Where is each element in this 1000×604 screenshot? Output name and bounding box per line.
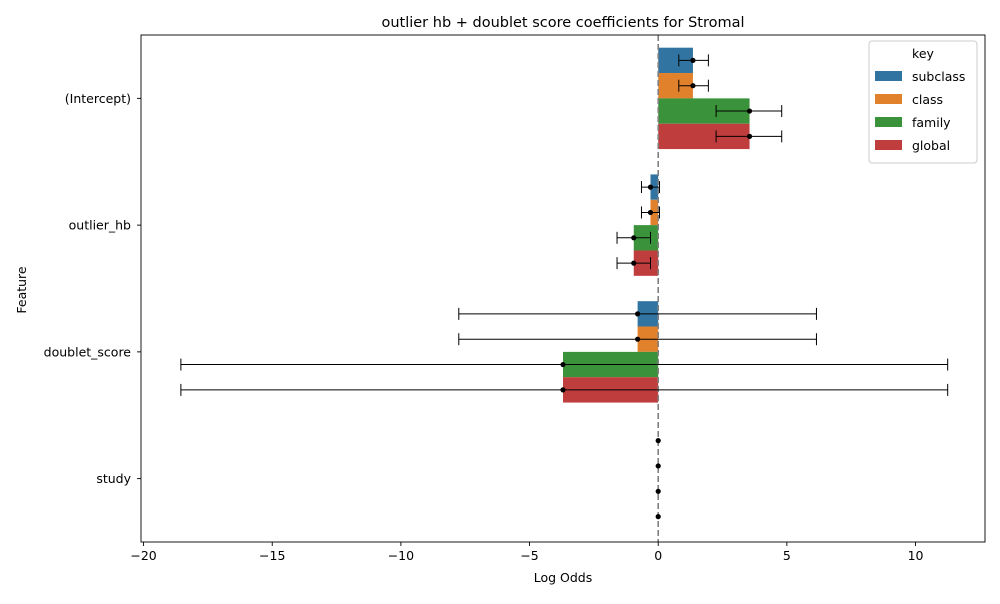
point-class-doublet-score [635, 336, 641, 342]
point-global-study [655, 514, 661, 520]
point-subclass-study [655, 438, 661, 444]
legend-swatch-family [875, 117, 902, 127]
point-class-outlier-hb [647, 209, 654, 216]
y-tick-label-intercept: (Intercept) [65, 91, 131, 106]
legend: key subclass class family global [868, 40, 978, 164]
plot-frame [140, 34, 986, 543]
x-tick-label-1: −15 [259, 548, 285, 563]
x-tick-label-5: 5 [783, 548, 791, 563]
point-family-doublet-score [560, 361, 566, 368]
point-subclass-outlier-hb [647, 184, 654, 190]
point-global-doublet-score [560, 387, 566, 393]
y-tick-label-outlier-hb: outlier_hb [69, 218, 131, 233]
legend-swatch-class [875, 94, 902, 104]
x-tick-label-6: 10 [908, 548, 924, 563]
point-class-study [655, 463, 661, 469]
point-family-outlier-hb [631, 235, 637, 241]
chart-title: outlier hb + doublet score coefficients … [381, 15, 744, 31]
legend-label-subclass: subclass [912, 69, 965, 84]
point-global-intercept [746, 133, 753, 139]
point-subclass-intercept [690, 57, 696, 63]
x-tick-label-2: −10 [388, 548, 414, 563]
y-tick-label-doublet-score: doublet_score [44, 344, 132, 359]
legend-label-family: family [912, 115, 951, 130]
legend-label-global: global [912, 138, 950, 153]
point-global-outlier-hb [631, 260, 637, 266]
x-tick-label-4: 0 [654, 548, 662, 563]
x-tick-label-3: −5 [520, 548, 538, 563]
point-family-intercept [746, 108, 753, 114]
x-axis-label: Log Odds [534, 570, 593, 585]
point-subclass-doublet-score [635, 311, 641, 317]
point-class-intercept [690, 83, 696, 89]
legend-swatch-subclass [875, 71, 902, 81]
legend-title: key [912, 46, 934, 61]
point-family-study [655, 488, 661, 494]
y-tick-label-study: study [96, 471, 131, 486]
x-tick-label-0: −20 [130, 548, 156, 563]
y-axis-label: Feature [14, 266, 29, 314]
legend-swatch-global [875, 140, 902, 150]
legend-label-class: class [912, 92, 943, 107]
plot-area: −20 −15 −10 −5 0 5 10 (Intercept) outlier_hbdoub… [44, 34, 986, 563]
